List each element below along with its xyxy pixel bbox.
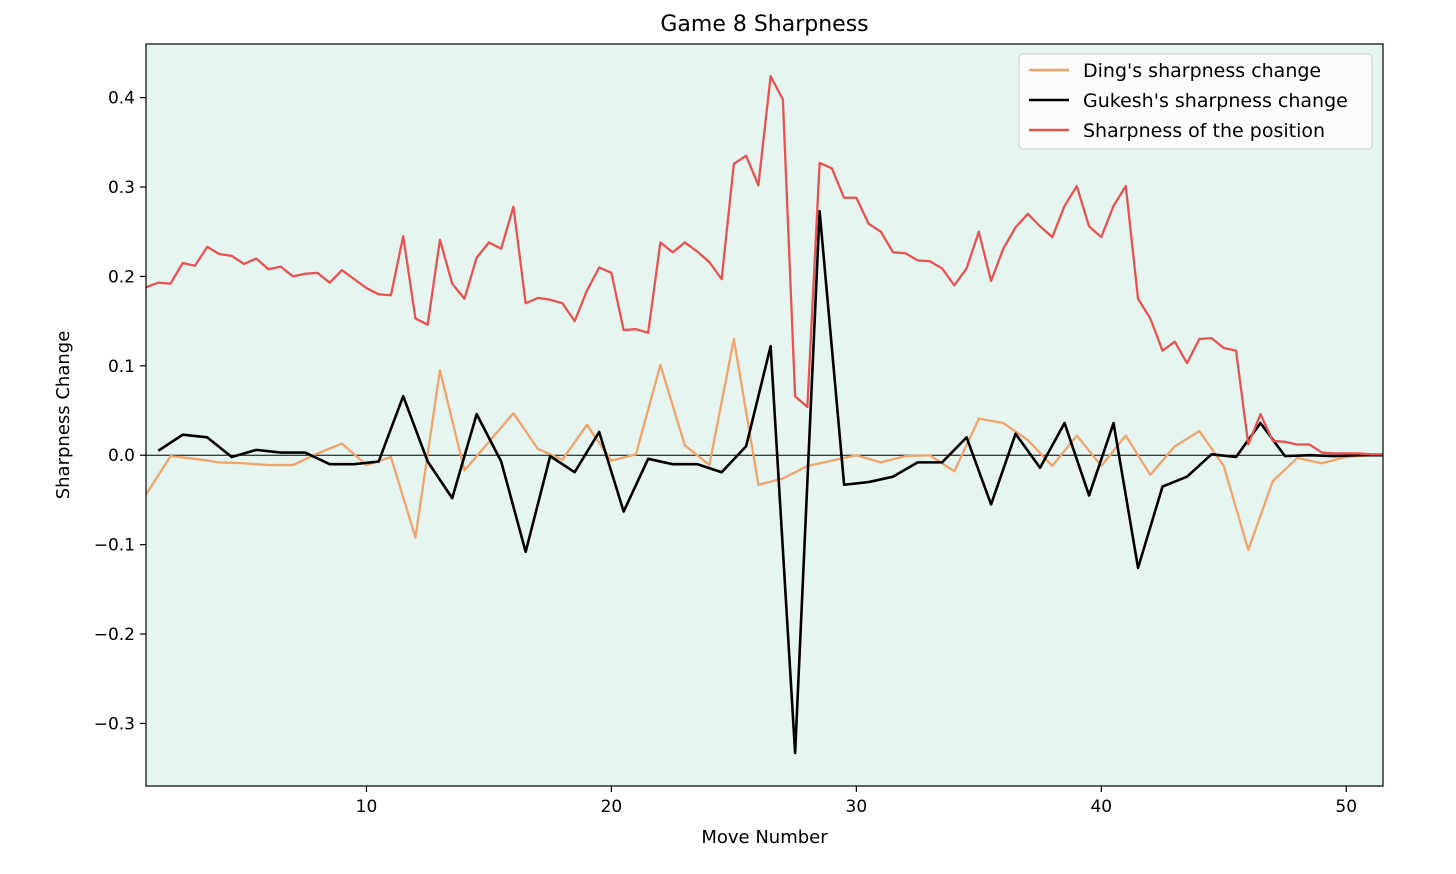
series-layer	[145, 75, 1383, 755]
y-axis-title: Sharpness Change	[53, 331, 74, 500]
x-axis-title: Move Number	[701, 827, 828, 848]
x-tick-label: 50	[1335, 797, 1357, 817]
legend-label-gukesh: Gukesh's sharpness change	[1083, 90, 1348, 112]
plot-frame	[145, 43, 1384, 787]
chart-title: Game 8 Sharpness	[660, 12, 868, 37]
y-tick-label: −0.3	[94, 714, 135, 734]
x-tick-label: 10	[356, 797, 378, 817]
x-tick-label: 20	[601, 797, 623, 817]
y-tick-label: 0.2	[108, 267, 135, 287]
legend-box	[1018, 53, 1373, 150]
series-line-2	[145, 75, 1383, 456]
ticks-layer: 10 20 30 40 50 −0.3 −0.2 −0.1 0.0 0.1 0.2 0.3 0.4	[94, 89, 1357, 817]
y-tick-label: −0.1	[94, 536, 135, 556]
legend: Ding's sharpness change Gukesh's sharpne…	[1018, 53, 1373, 150]
x-tick-label: 40	[1090, 797, 1112, 817]
series-line-1	[157, 209, 1383, 755]
plot-background	[146, 44, 1383, 786]
x-tick-label: 30	[846, 797, 868, 817]
legend-label-ding: Ding's sharpness change	[1083, 60, 1321, 82]
y-tick-label: 0.4	[108, 89, 135, 109]
y-tick-label: −0.2	[94, 625, 135, 645]
legend-label-position: Sharpness of the position	[1083, 120, 1325, 142]
y-tick-label: 0.1	[108, 357, 135, 377]
y-tick-label: 0.0	[108, 446, 135, 466]
y-tick-label: 0.3	[108, 178, 135, 198]
series-line-0	[145, 337, 1371, 552]
